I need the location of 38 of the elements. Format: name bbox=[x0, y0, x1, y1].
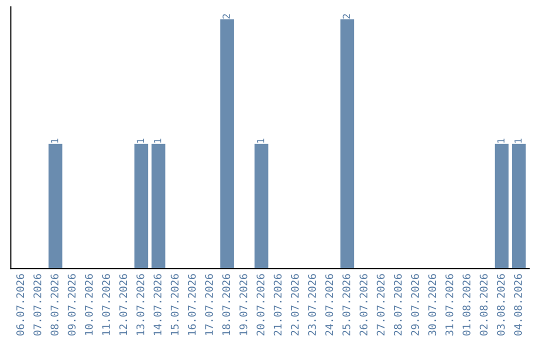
x-tick-label: 19.07.2026 bbox=[239, 274, 248, 335]
data-label: 1 bbox=[51, 138, 58, 143]
data-label: 2 bbox=[342, 14, 350, 19]
x-tick-label: 17.07.2026 bbox=[205, 274, 213, 335]
x-tick-label: 07.07.2026 bbox=[33, 274, 42, 336]
x-tick-label: 12.07.2026 bbox=[119, 274, 128, 335]
x-tick-label: 09.07.2026 bbox=[68, 274, 76, 336]
x-tick-label: 01.08.2026 bbox=[462, 274, 470, 336]
x-tick-label: 31.07.2026 bbox=[445, 274, 454, 336]
data-label: 1 bbox=[154, 138, 162, 143]
x-tick-label: 16.07.2026 bbox=[188, 274, 196, 335]
x-tick-label: 18.07.2026 bbox=[222, 274, 230, 335]
data-label: 1 bbox=[257, 138, 264, 143]
x-tick-label: 15.07.2026 bbox=[170, 274, 179, 335]
x-tick-label: 04.08.2026 bbox=[514, 274, 522, 336]
x-tick-label: 27.07.2026 bbox=[376, 274, 385, 336]
x-tick-label: 26.07.2026 bbox=[360, 274, 368, 336]
data-label: 2 bbox=[222, 14, 230, 19]
x-tick-label: 24.07.2026 bbox=[325, 274, 334, 336]
x-tick-label: 13.07.2026 bbox=[136, 274, 144, 335]
data-label: 1 bbox=[497, 138, 504, 143]
x-tick-label: 30.07.2026 bbox=[428, 274, 436, 336]
x-tick-label: 29.07.2026 bbox=[411, 274, 419, 336]
x-tick-label: 06.07.2026 bbox=[16, 274, 24, 336]
x-tick-label: 21.07.2026 bbox=[274, 274, 282, 336]
data-label: 1 bbox=[136, 138, 144, 143]
x-tick-label: 23.07.2026 bbox=[308, 274, 316, 336]
data-label: 1 bbox=[514, 138, 522, 143]
x-tick-label: 02.08.2026 bbox=[480, 274, 488, 336]
x-tick-label: 10.07.2026 bbox=[84, 274, 93, 335]
x-tick-label: 11.07.2026 bbox=[102, 274, 110, 335]
x-tick-label: 14.07.2026 bbox=[154, 274, 162, 335]
x-tick-label: 25.07.2026 bbox=[342, 274, 350, 336]
x-tick-label: 28.07.2026 bbox=[394, 274, 402, 336]
x-tick-label: 20.07.2026 bbox=[256, 274, 264, 336]
x-tick-label: 03.08.2026 bbox=[496, 274, 505, 336]
x-tick-label: 08.07.2026 bbox=[50, 274, 58, 336]
x-tick-label: 22.07.2026 bbox=[290, 274, 299, 336]
